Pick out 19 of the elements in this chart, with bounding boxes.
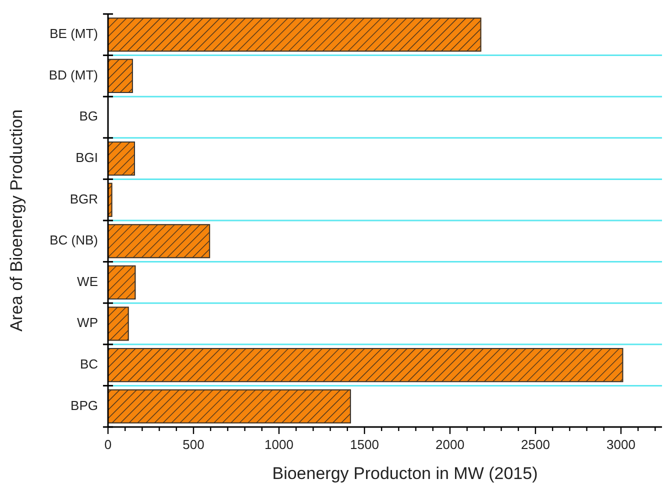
y-tick-label: WP — [77, 315, 98, 330]
x-axis-title: Bioenergy Producton in MW (2015) — [272, 464, 538, 483]
y-tick-label: BGR — [70, 191, 98, 206]
x-tick-label: 1000 — [264, 437, 294, 452]
y-tick-label: BC — [80, 356, 98, 372]
x-tick-label: 3000 — [606, 437, 636, 452]
y-tick-label: BC (NB) — [50, 232, 98, 248]
y-tick-label: BE (MT) — [50, 26, 98, 42]
y-tick-label: BG — [79, 108, 98, 124]
y-tick-label: BD (MT) — [48, 67, 98, 82]
y-tick-label: WE — [77, 274, 98, 289]
y-tick-label: BGI — [76, 150, 98, 165]
y-axis-title: Area of Bioenergy Production — [7, 109, 26, 332]
x-tick-label: 1500 — [350, 437, 379, 452]
x-tick-label: 0 — [104, 437, 112, 452]
x-tick-label: 500 — [182, 437, 204, 452]
x-tick-label: 2500 — [521, 437, 550, 452]
x-tick-label: 2000 — [436, 437, 464, 452]
y-tick-label: BPG — [70, 398, 98, 413]
